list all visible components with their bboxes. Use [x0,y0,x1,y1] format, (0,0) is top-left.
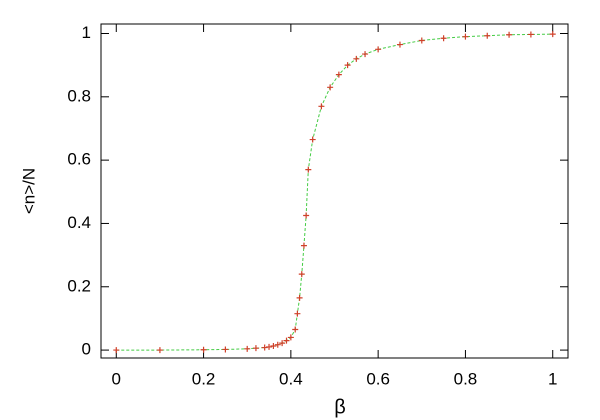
point [294,310,301,317]
point [318,103,325,110]
point [327,84,334,91]
point [309,136,316,143]
y-axis-label: <n>/N [19,168,38,214]
x-tick-label: 0.6 [366,369,390,388]
point [353,55,360,62]
point [296,294,303,301]
point [418,37,425,44]
point [375,46,382,53]
point [200,346,207,353]
point [298,271,305,278]
plot-frame [100,23,569,359]
x-tick-label: 0 [112,369,121,388]
point [261,344,268,351]
point [527,31,534,38]
x-tick-label: 0.8 [454,369,478,388]
y-tick-label: 0.8 [67,86,91,105]
y-tick-label: 1 [82,23,91,42]
x-tick-label: 1 [548,369,557,388]
point [462,33,469,40]
point [279,340,286,347]
point [344,62,351,69]
point [287,334,294,341]
point [335,71,342,78]
fit-line [116,33,553,351]
point [113,347,120,354]
point [266,343,273,350]
point [283,337,290,344]
point [484,32,491,39]
point [300,242,307,249]
y-tick-label: 0.6 [67,150,91,169]
point [305,166,312,173]
y-tick-label: 0 [82,340,91,359]
point [362,51,369,58]
x-tick-label: 0.4 [279,369,303,388]
point [549,31,556,38]
point [156,347,163,354]
point [274,341,281,348]
point [222,346,229,353]
y-tick-label: 0.4 [67,213,91,232]
x-axis-label: β [334,396,346,418]
point [440,35,447,42]
point [506,31,513,38]
point [303,212,310,219]
y-tick-label: 0.2 [67,276,91,295]
x-tick-label: 0.2 [192,369,216,388]
point [396,41,403,48]
point [270,342,277,349]
point [244,345,251,352]
point [292,326,299,333]
point [252,345,259,352]
